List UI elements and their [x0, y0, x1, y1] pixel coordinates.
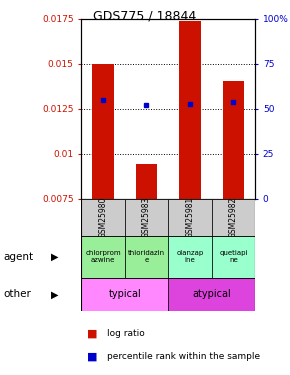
- Text: ▶: ▶: [51, 290, 58, 299]
- Text: GSM25983: GSM25983: [142, 197, 151, 238]
- Bar: [223, 81, 244, 199]
- Bar: [168, 236, 212, 278]
- Text: thioridazin
e: thioridazin e: [128, 251, 165, 263]
- Text: GSM25982: GSM25982: [229, 197, 238, 238]
- Text: percentile rank within the sample: percentile rank within the sample: [107, 352, 260, 361]
- Bar: [135, 164, 157, 199]
- Bar: [92, 64, 114, 199]
- Bar: [125, 199, 168, 236]
- Bar: [81, 199, 125, 236]
- Bar: [212, 236, 255, 278]
- Text: other: other: [3, 290, 31, 299]
- Text: ■: ■: [87, 329, 97, 339]
- Bar: [168, 199, 212, 236]
- Text: GDS775 / 18844: GDS775 / 18844: [93, 9, 197, 22]
- Text: chlorprom
azwine: chlorprom azwine: [85, 251, 121, 263]
- Text: log ratio: log ratio: [107, 329, 145, 338]
- Bar: [168, 278, 255, 311]
- Bar: [212, 199, 255, 236]
- Text: quetiapi
ne: quetiapi ne: [219, 251, 248, 263]
- Bar: [125, 236, 168, 278]
- Text: typical: typical: [108, 290, 141, 299]
- Text: ▶: ▶: [51, 252, 58, 262]
- Text: agent: agent: [3, 252, 33, 262]
- Text: atypical: atypical: [192, 290, 231, 299]
- Text: GSM25981: GSM25981: [185, 197, 195, 238]
- Bar: [81, 236, 125, 278]
- Text: olanzap
ine: olanzap ine: [176, 251, 204, 263]
- Bar: [81, 278, 168, 311]
- Bar: [179, 21, 201, 199]
- Text: ■: ■: [87, 351, 97, 361]
- Text: GSM25980: GSM25980: [98, 197, 108, 238]
